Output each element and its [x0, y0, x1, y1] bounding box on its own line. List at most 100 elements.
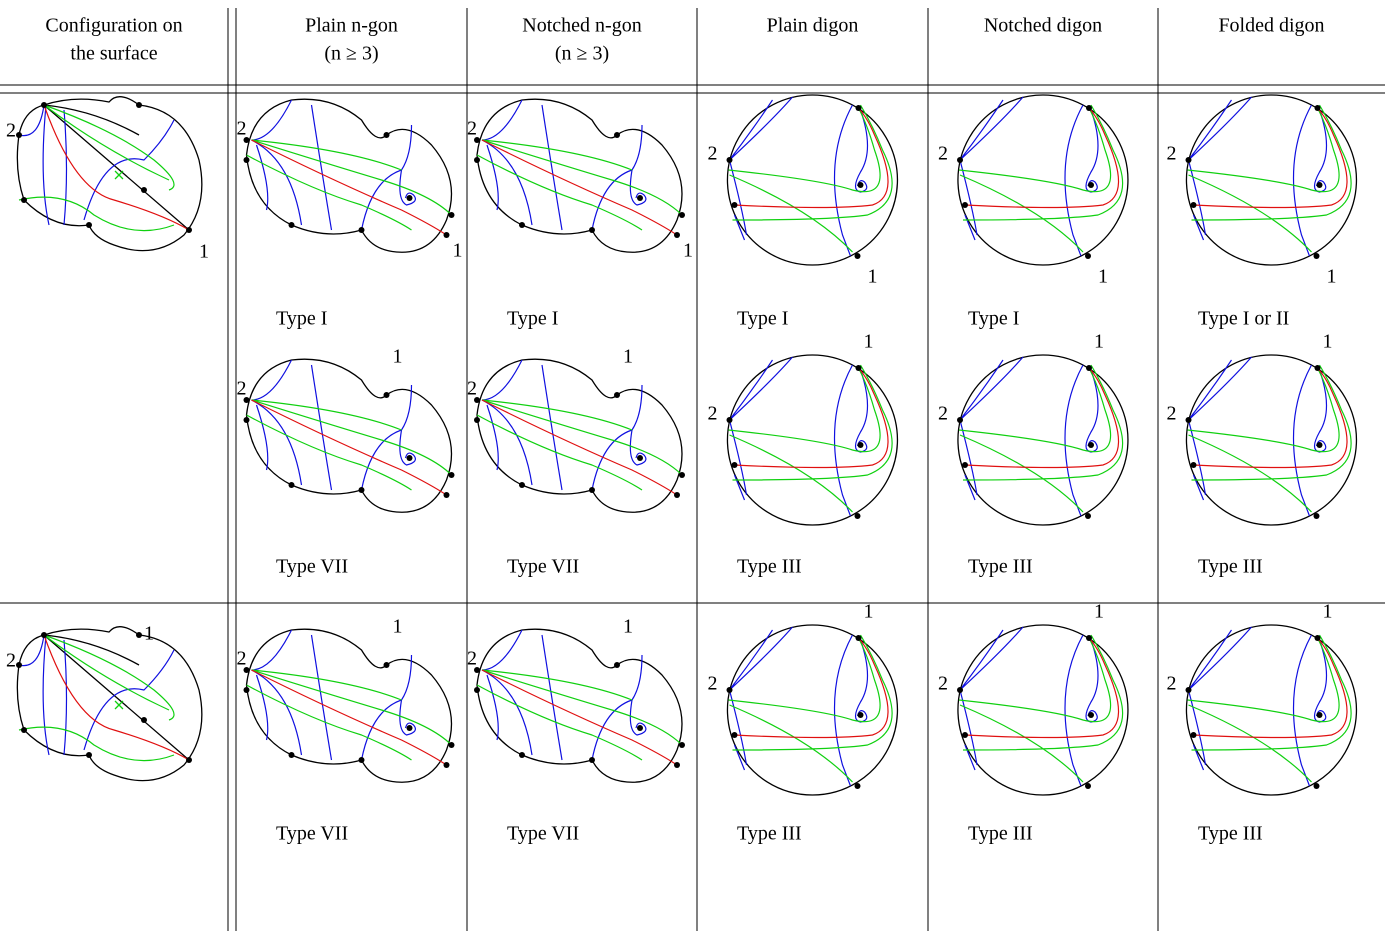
marked-point [1316, 182, 1323, 188]
blue-arcs [1187, 626, 1328, 787]
outline [245, 98, 453, 253]
point-label: 1 [199, 241, 209, 263]
red-arc [251, 399, 447, 496]
marked-point [1086, 105, 1092, 111]
diagram-art [726, 94, 899, 266]
marked-point [1086, 365, 1092, 371]
marked-point [243, 137, 250, 143]
marked-point [86, 222, 92, 228]
diagram-panel: 2 1 Type I [708, 94, 899, 330]
type-caption: Type VII [507, 823, 579, 845]
point-label: 1 [393, 616, 403, 638]
marked-point [141, 187, 147, 193]
point-label: 1 [623, 616, 633, 638]
diagram-panel: 2 1 Type I [467, 98, 693, 330]
blue-arcs [481, 359, 647, 491]
diagram-panel: 2 1 Type III [1167, 331, 1358, 578]
outline [16, 96, 203, 252]
red-arc [1193, 107, 1348, 209]
point-label: 1 [683, 240, 693, 262]
red-arc [734, 107, 889, 209]
green-arcs [1187, 634, 1352, 783]
marked-point [519, 222, 525, 228]
diagram-art [1185, 624, 1358, 796]
green-arcs [246, 139, 452, 231]
marked-point [674, 232, 680, 238]
outline [245, 358, 453, 513]
marked-point [1316, 712, 1323, 718]
marked-point [448, 742, 455, 748]
type-caption: Type III [737, 823, 802, 845]
point-label: 1 [1094, 331, 1104, 353]
outline [476, 358, 683, 513]
point-label: 1 [393, 346, 403, 368]
marked-point [674, 762, 680, 768]
marked-point [855, 105, 862, 111]
diagram-panel: 2 1 Type VII [467, 346, 685, 578]
marked-point [474, 687, 480, 693]
red-arc [251, 139, 447, 236]
diagram-panel: 2 1 Type III [1167, 601, 1358, 845]
marked-point [637, 195, 643, 201]
marked-point [854, 783, 861, 789]
marked-point [1314, 365, 1321, 371]
green-arcs [728, 634, 893, 783]
column-header: Plain digon [767, 15, 859, 37]
marked-point [243, 667, 250, 673]
marked-point [448, 472, 455, 478]
point-label: 1 [1098, 266, 1108, 288]
point-label: 2 [6, 120, 16, 142]
point-label: 2 [467, 378, 477, 400]
diagram-panel: 21 [6, 623, 203, 782]
green-arcs [18, 634, 175, 762]
green-arcs [1187, 104, 1352, 253]
type-caption: Type VII [276, 823, 348, 845]
point-label: 1 [1094, 601, 1104, 623]
diagram-art [243, 98, 455, 253]
point-label: 2 [938, 403, 948, 425]
red-arc [481, 669, 678, 766]
green-arcs [958, 364, 1124, 513]
marked-point [243, 157, 250, 163]
diagram-art [474, 628, 685, 783]
marked-point [1088, 712, 1094, 718]
marked-point [406, 455, 413, 461]
marked-point [1185, 157, 1192, 163]
marked-point [383, 132, 390, 138]
marked-point [679, 742, 685, 748]
diagram-art [726, 624, 899, 796]
point-label: 2 [708, 143, 718, 165]
marked-point [1185, 417, 1192, 423]
marked-point [854, 253, 861, 259]
red-arc [964, 367, 1120, 469]
diagram-panel: 2 1 Type III [708, 601, 899, 845]
green-arcs [1187, 364, 1352, 513]
green-arcs [246, 669, 452, 761]
marked-point [614, 392, 620, 398]
marked-point [519, 482, 525, 488]
diagram-art [243, 358, 455, 513]
marked-point [288, 482, 295, 488]
diagram-panel: 2 1 Type I [237, 98, 463, 330]
diagram-art [474, 358, 685, 513]
marked-point [406, 195, 413, 201]
column-header: (n ≥ 3) [555, 43, 609, 65]
marked-point [857, 442, 864, 448]
marked-point [243, 397, 250, 403]
column-header: Notched n-gon [522, 15, 641, 37]
marked-point [589, 487, 595, 493]
red-arc [43, 104, 190, 231]
outline [476, 628, 683, 783]
marked-point [957, 687, 963, 693]
marked-point [1088, 442, 1094, 448]
marked-point [288, 752, 295, 758]
point-label: 2 [237, 648, 247, 670]
marked-point [474, 417, 480, 423]
outline [1185, 624, 1358, 796]
type-caption: Type I [276, 308, 327, 330]
marked-point [962, 732, 968, 738]
point-label: 2 [6, 650, 16, 672]
marked-point [1085, 783, 1091, 789]
point-label: 2 [237, 378, 247, 400]
type-caption: Type III [737, 556, 802, 578]
